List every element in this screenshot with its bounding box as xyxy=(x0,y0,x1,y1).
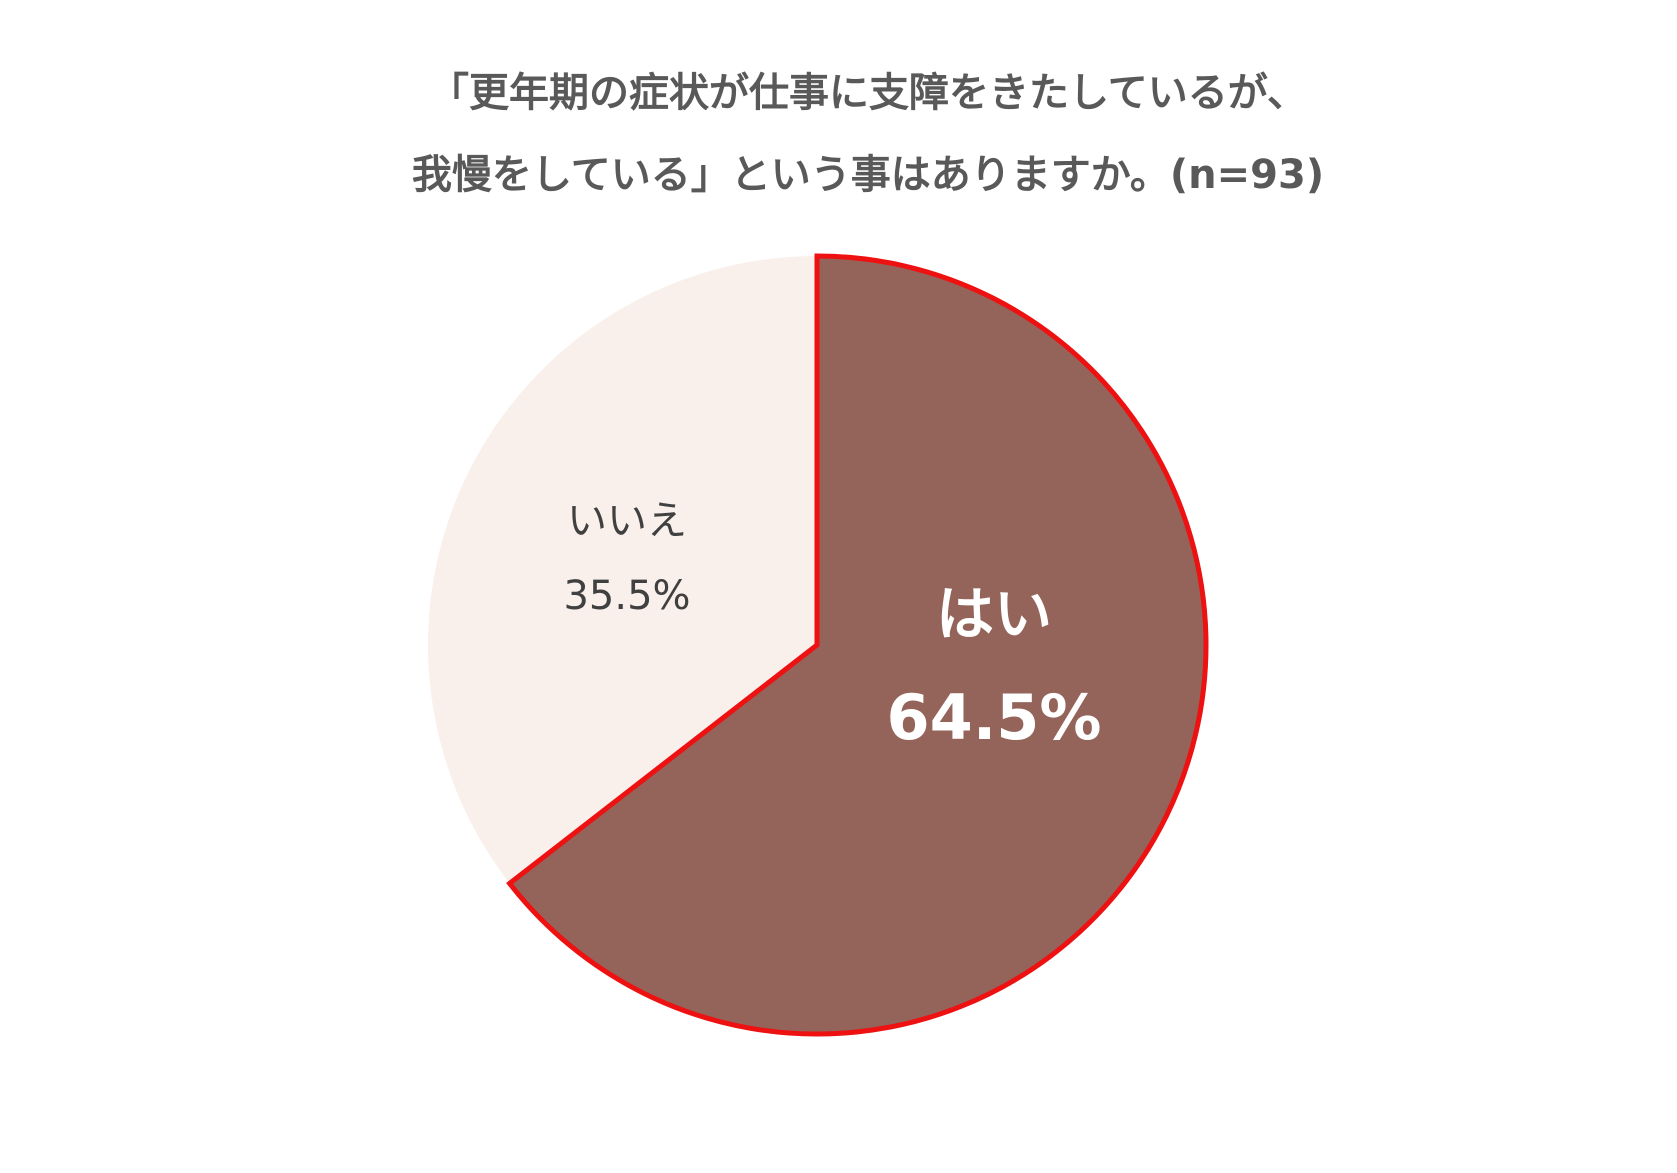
chart-title: 我慢をしている」という事はありますか。(n=93) xyxy=(412,152,1324,198)
value-label: 64.5% xyxy=(886,681,1101,754)
pie-slice xyxy=(506,253,1209,1037)
slice-label: いいえ xyxy=(567,498,687,544)
pie-slice xyxy=(428,256,817,884)
slice-label: はい xyxy=(936,580,1052,648)
value-label: 35.5% xyxy=(563,573,690,619)
chart-title: 「更年期の症状が仕事に支障をきたしているが、 xyxy=(429,70,1307,116)
